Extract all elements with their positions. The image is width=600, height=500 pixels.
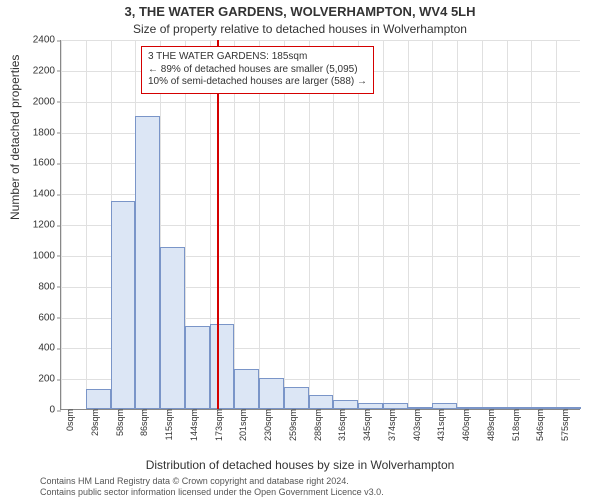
- gridline-v: [309, 40, 310, 409]
- gridline-v: [358, 40, 359, 409]
- x-tick-label: 460sqm: [459, 409, 471, 441]
- y-tick-label: 2200: [33, 65, 61, 76]
- histogram-bar: [86, 389, 111, 409]
- y-tick-label: 2400: [33, 35, 61, 46]
- y-axis-label: Number of detached properties: [8, 55, 22, 220]
- y-tick-label: 1200: [33, 220, 61, 231]
- gridline-v: [531, 40, 532, 409]
- gridline-v: [408, 40, 409, 409]
- histogram-bar: [309, 395, 334, 409]
- chart-title-1: 3, THE WATER GARDENS, WOLVERHAMPTON, WV4…: [0, 4, 600, 19]
- histogram-bar: [333, 400, 358, 409]
- x-tick-label: 288sqm: [311, 409, 323, 441]
- x-tick-label: 316sqm: [335, 409, 347, 441]
- y-tick-label: 400: [38, 343, 61, 354]
- x-tick-label: 575sqm: [558, 409, 570, 441]
- x-tick-label: 173sqm: [212, 409, 224, 441]
- annotation-box: 3 THE WATER GARDENS: 185sqm← 89% of deta…: [141, 46, 374, 94]
- gridline-v: [61, 40, 62, 409]
- y-tick-label: 2000: [33, 96, 61, 107]
- gridline-v: [383, 40, 384, 409]
- y-tick-label: 200: [38, 374, 61, 385]
- histogram-bar: [185, 326, 210, 409]
- plot-area: 0200400600800100012001400160018002000220…: [60, 40, 580, 410]
- gridline-v: [432, 40, 433, 409]
- x-tick-label: 345sqm: [360, 409, 372, 441]
- x-tick-label: 518sqm: [509, 409, 521, 441]
- y-tick-label: 1400: [33, 189, 61, 200]
- y-tick-label: 0: [49, 405, 61, 416]
- y-tick-label: 1600: [33, 158, 61, 169]
- chart-container: 3, THE WATER GARDENS, WOLVERHAMPTON, WV4…: [0, 0, 600, 500]
- x-tick-label: 58sqm: [113, 409, 125, 436]
- x-tick-label: 546sqm: [533, 409, 545, 441]
- histogram-bar: [111, 201, 136, 409]
- x-tick-label: 230sqm: [261, 409, 273, 441]
- y-tick-label: 600: [38, 312, 61, 323]
- gridline-h: [61, 102, 580, 103]
- x-tick-label: 489sqm: [484, 409, 496, 441]
- y-tick-label: 1800: [33, 127, 61, 138]
- annotation-line: ← 89% of detached houses are smaller (5,…: [148, 64, 367, 77]
- x-tick-label: 259sqm: [286, 409, 298, 441]
- attribution-footer: Contains HM Land Registry data © Crown c…: [40, 476, 590, 498]
- gridline-v: [333, 40, 334, 409]
- gridline-v: [86, 40, 87, 409]
- x-tick-label: 29sqm: [88, 409, 100, 436]
- gridline-v: [507, 40, 508, 409]
- footer-line-2: Contains public sector information licen…: [40, 487, 590, 498]
- gridline-h: [61, 40, 580, 41]
- gridline-v: [259, 40, 260, 409]
- x-tick-label: 403sqm: [410, 409, 422, 441]
- gridline-v: [482, 40, 483, 409]
- annotation-line: 3 THE WATER GARDENS: 185sqm: [148, 51, 367, 64]
- histogram-bar: [234, 369, 259, 409]
- x-tick-label: 201sqm: [236, 409, 248, 441]
- x-tick-label: 86sqm: [137, 409, 149, 436]
- x-tick-label: 374sqm: [385, 409, 397, 441]
- y-tick-label: 800: [38, 281, 61, 292]
- gridline-v: [556, 40, 557, 409]
- x-tick-label: 0sqm: [63, 409, 75, 431]
- x-tick-label: 115sqm: [162, 409, 174, 440]
- reference-line: [217, 40, 219, 409]
- chart-title-2: Size of property relative to detached ho…: [0, 22, 600, 36]
- gridline-v: [284, 40, 285, 409]
- y-tick-label: 1000: [33, 250, 61, 261]
- histogram-bar: [160, 247, 185, 409]
- footer-line-1: Contains HM Land Registry data © Crown c…: [40, 476, 590, 487]
- x-axis-label: Distribution of detached houses by size …: [0, 458, 600, 472]
- histogram-bar: [259, 378, 284, 409]
- gridline-v: [457, 40, 458, 409]
- x-tick-label: 431sqm: [434, 409, 446, 441]
- x-tick-label: 144sqm: [187, 409, 199, 441]
- histogram-bar: [284, 387, 309, 409]
- histogram-bar: [210, 324, 235, 409]
- annotation-line: 10% of semi-detached houses are larger (…: [148, 76, 367, 89]
- histogram-bar: [135, 116, 160, 409]
- gridline-v: [234, 40, 235, 409]
